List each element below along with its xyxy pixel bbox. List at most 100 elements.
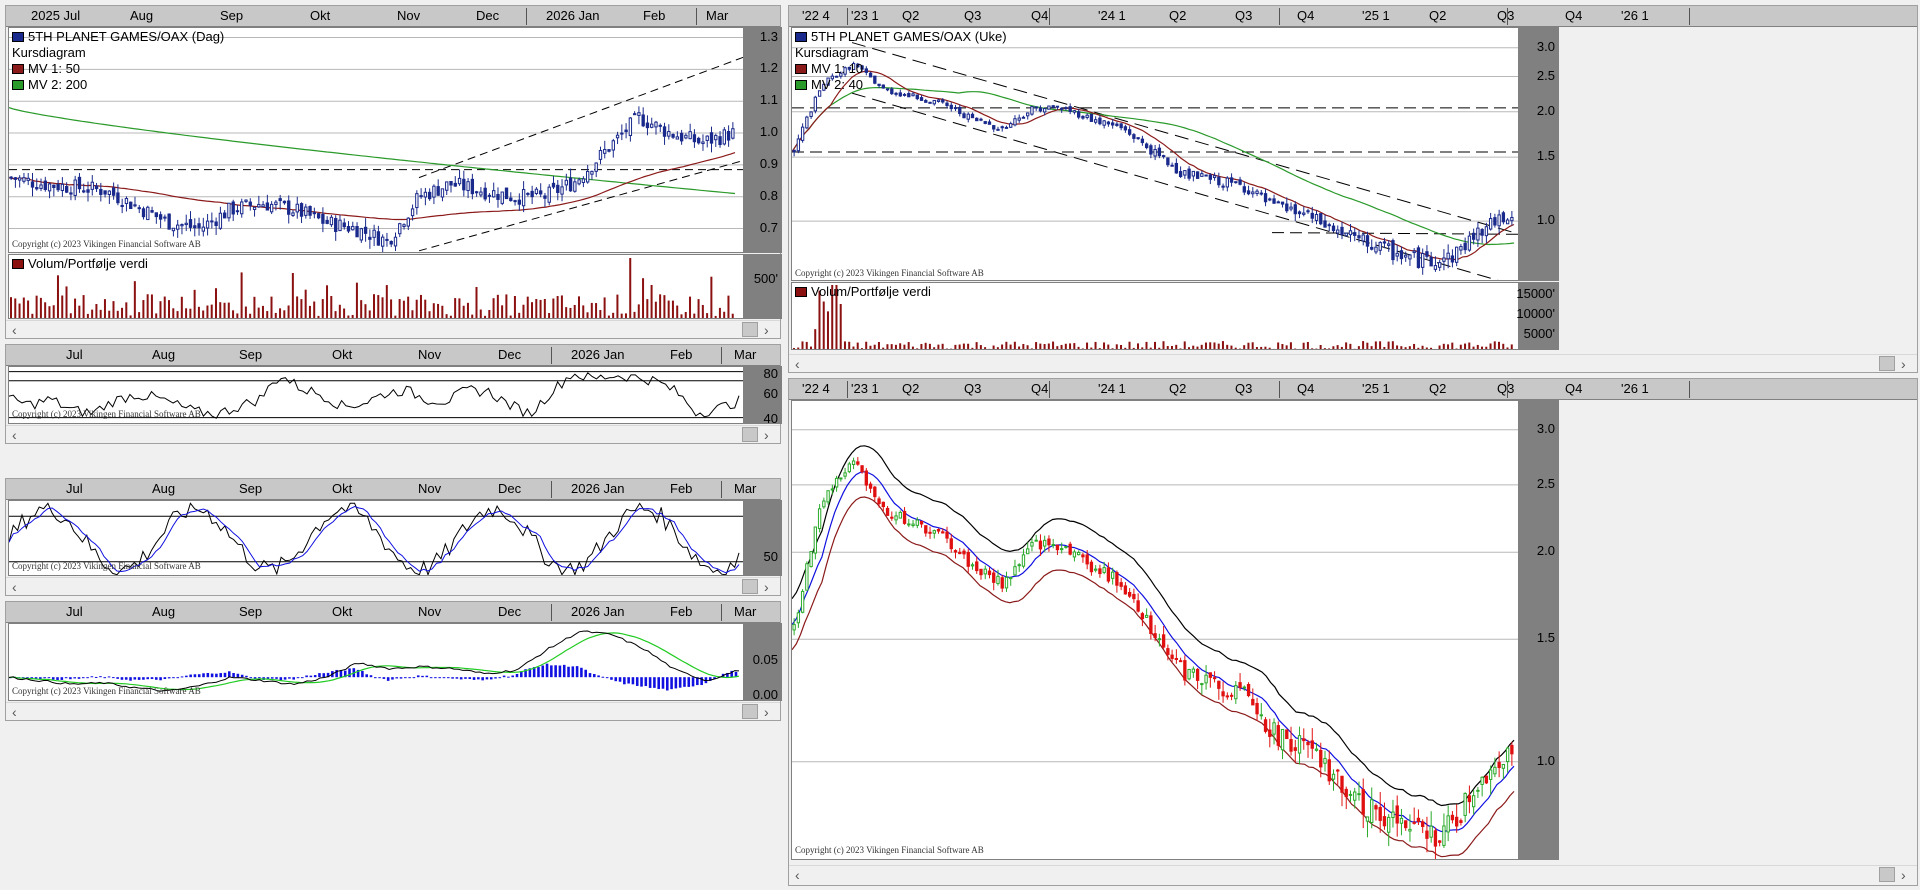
candle-body: [1004, 126, 1009, 129]
candle-body: [1314, 748, 1319, 751]
scroll-thumb[interactable]: [742, 579, 758, 594]
scroll-left-arrow-icon[interactable]: ‹: [795, 867, 800, 883]
time-axis-separator: [696, 8, 697, 25]
volume-bar: [197, 306, 200, 318]
volume-bar: [488, 309, 491, 318]
macd-histogram-bar: [597, 675, 600, 678]
candle-body: [1000, 577, 1004, 589]
volume-bar: [99, 309, 102, 318]
volume-bar: [236, 313, 239, 318]
volume-bar: [351, 314, 354, 318]
ma10-line: [792, 70, 1515, 261]
macd-histogram-bar: [412, 677, 416, 679]
volume-bar: [1077, 346, 1080, 349]
weekly-volume-plot[interactable]: [791, 282, 1519, 350]
scroll-thumb[interactable]: [742, 322, 758, 337]
volume-bar: [1328, 348, 1331, 349]
candle-body: [885, 88, 890, 91]
weekly-bands-plot[interactable]: [791, 400, 1519, 860]
volume-bar: [69, 313, 72, 318]
candle-body: [252, 206, 257, 210]
rsi-scrollbar[interactable]: ‹ ›: [6, 425, 780, 443]
scroll-thumb[interactable]: [742, 704, 758, 719]
volume-bar: [496, 294, 499, 318]
scroll-left-arrow-icon[interactable]: ‹: [12, 427, 17, 443]
daily-scrollbar[interactable]: ‹ ›: [6, 320, 780, 338]
candle-body: [1387, 816, 1391, 833]
scale-tick-label: 2.0: [1536, 102, 1555, 118]
volume-bar: [1306, 341, 1309, 349]
macd-scrollbar[interactable]: ‹ ›: [6, 702, 780, 720]
volume-bar: [330, 296, 333, 318]
candle-body: [1459, 820, 1463, 823]
macd-histogram-bar: [670, 677, 673, 690]
volume-bar: [373, 294, 375, 318]
candle-body: [129, 201, 133, 210]
volume-bar: [1357, 346, 1360, 349]
volume-bar: [1404, 347, 1407, 349]
candle-body: [321, 213, 325, 224]
scroll-left-arrow-icon[interactable]: ‹: [12, 579, 17, 595]
volume-bar: [856, 342, 859, 349]
volume-bar: [890, 344, 893, 349]
daily-price-plot[interactable]: [8, 27, 744, 253]
weekly-scrollbar[interactable]: ‹ ›: [789, 354, 1917, 372]
volume-bar: [826, 311, 829, 349]
scroll-left-arrow-icon[interactable]: ‹: [12, 704, 17, 720]
candle-body: [1268, 729, 1272, 737]
daily-volume-plot[interactable]: [8, 254, 744, 319]
candle-body: [1004, 576, 1009, 589]
scroll-thumb[interactable]: [1879, 867, 1895, 882]
candle-body: [312, 212, 317, 215]
weekly-bands-plot-svg: [792, 429, 1518, 859]
volume-bar: [155, 313, 158, 318]
macd-histogram-bar: [39, 677, 42, 680]
candle-body: [1259, 192, 1263, 195]
volume-bar: [244, 306, 247, 318]
volume-bar: [1285, 345, 1288, 349]
scroll-right-arrow-icon[interactable]: ›: [764, 704, 769, 720]
scroll-thumb[interactable]: [742, 427, 758, 442]
scroll-right-arrow-icon[interactable]: ›: [764, 579, 769, 595]
weekly2-scrollbar[interactable]: ‹ ›: [789, 865, 1917, 883]
volume-bar: [91, 309, 94, 318]
candle-body: [962, 113, 966, 119]
volume-bar: [814, 329, 817, 349]
time-axis-label: Q3: [1497, 381, 1515, 396]
volume-bar: [1069, 343, 1072, 349]
scroll-right-arrow-icon[interactable]: ›: [1901, 356, 1906, 372]
volume-bar: [484, 315, 487, 318]
candle-body: [1276, 725, 1280, 746]
candle-body: [1293, 204, 1297, 215]
volume-bar: [112, 301, 115, 318]
scroll-right-arrow-icon[interactable]: ›: [1901, 867, 1906, 883]
volume-bar: [822, 301, 825, 349]
stoch-plot[interactable]: [8, 500, 744, 576]
macd-plot[interactable]: [8, 623, 744, 701]
weekly-price-plot[interactable]: [791, 27, 1519, 281]
candle-body: [1191, 668, 1196, 673]
scroll-left-arrow-icon[interactable]: ‹: [12, 322, 17, 338]
candle-body: [1412, 821, 1416, 824]
candle-body: [1404, 254, 1408, 258]
scroll-right-arrow-icon[interactable]: ›: [764, 427, 769, 443]
candle-body: [809, 111, 813, 117]
scroll-thumb[interactable]: [1879, 356, 1895, 371]
volume-bar: [138, 312, 141, 318]
scroll-left-arrow-icon[interactable]: ‹: [795, 356, 800, 372]
rsi-plot[interactable]: [8, 366, 744, 424]
volume-bar: [689, 296, 692, 318]
candle-body: [932, 99, 936, 105]
stoch-scrollbar[interactable]: ‹ ›: [6, 577, 780, 595]
volume-bar: [1001, 344, 1004, 349]
macd-histogram-bar: [537, 667, 540, 678]
candle-body: [979, 568, 983, 576]
candle-body: [722, 129, 726, 145]
volume-bar: [1120, 344, 1123, 349]
volume-bar: [257, 307, 260, 318]
scroll-right-arrow-icon[interactable]: ›: [764, 322, 769, 338]
candle-body: [1178, 660, 1183, 663]
macd-histogram-bar: [137, 677, 141, 680]
scale-tick-label: 40: [763, 411, 778, 426]
time-axis-label: '23 1: [851, 381, 879, 396]
